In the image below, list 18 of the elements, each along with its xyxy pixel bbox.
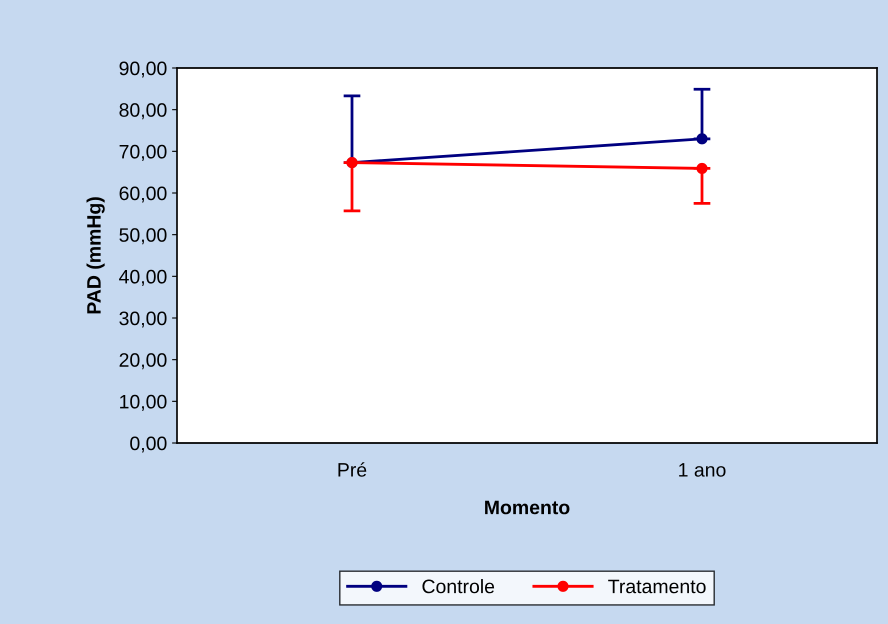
y-tick-label: 80,00	[119, 103, 167, 120]
y-tick-label: 40,00	[119, 270, 167, 286]
y-tick-label: 20,00	[120, 353, 167, 370]
x-tick-label: Pré	[338, 462, 366, 477]
x-axis-title: Momento	[485, 500, 570, 514]
y-tick-label: 50,00	[119, 228, 167, 244]
y-tick-label: 90,00	[120, 61, 167, 78]
y-tick-label: 30,00	[119, 311, 167, 328]
y-tick-label: 70,00	[120, 144, 167, 161]
y-tick-label: 60,00	[120, 186, 167, 203]
legend-label: Tratamento	[608, 580, 706, 594]
legend-label: Controle	[422, 579, 494, 594]
y-tick-label: 0,00	[130, 436, 167, 453]
y-axis-title: PAD (mmHg)	[86, 197, 105, 314]
point	[696, 133, 708, 144]
y-tick-label: 10,00	[120, 394, 167, 411]
x-tick-label: 1 ano	[679, 463, 726, 477]
point	[696, 162, 708, 174]
